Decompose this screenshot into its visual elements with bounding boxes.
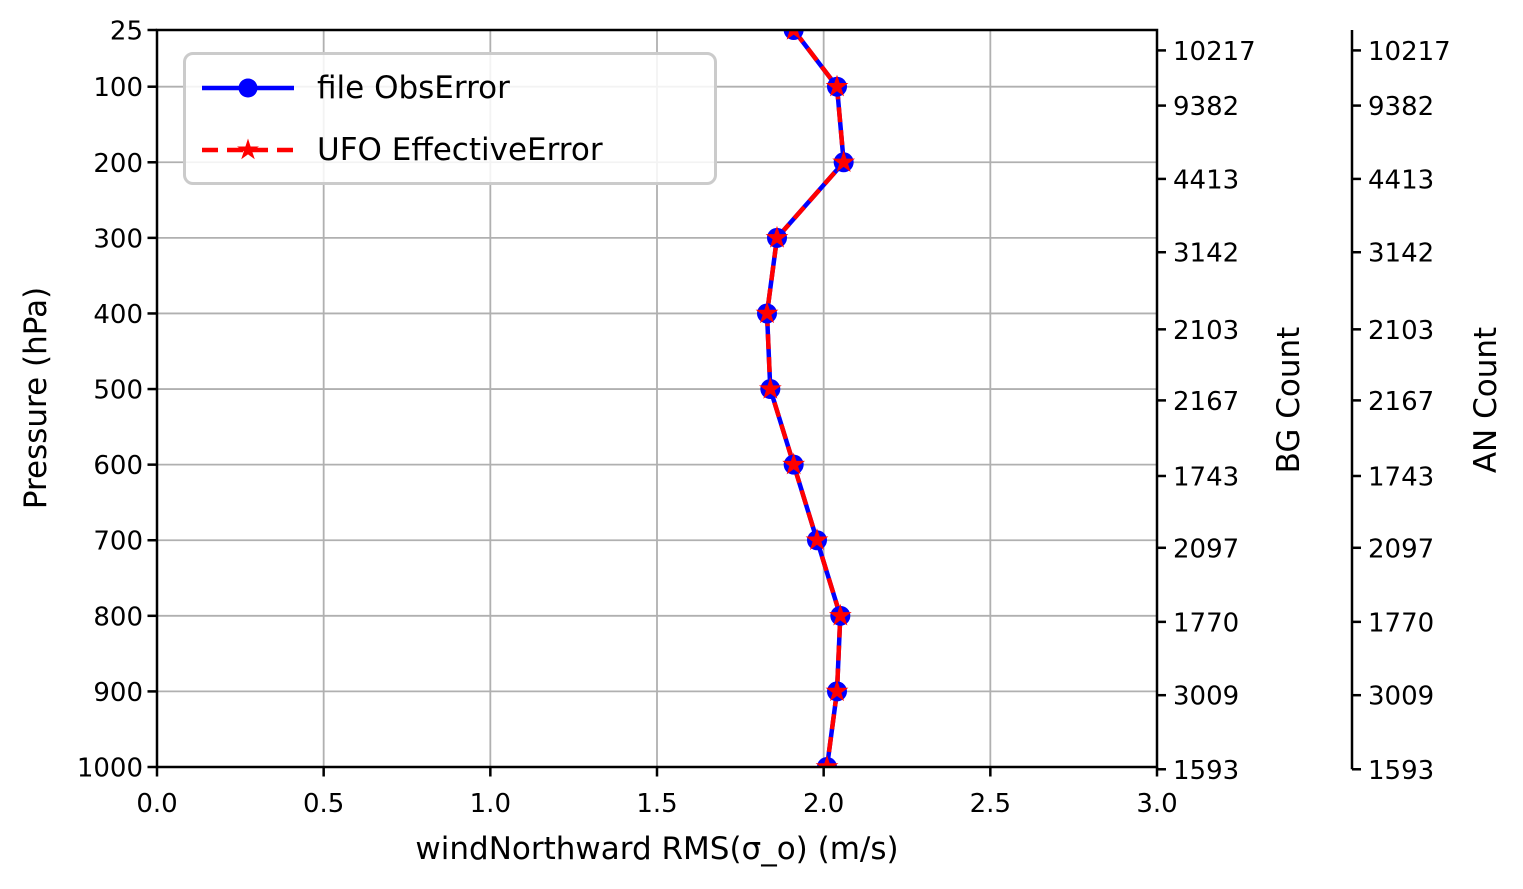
y-tick-label: 300 <box>93 224 143 254</box>
data-point-star <box>765 225 789 248</box>
bg-count-label: 2097 <box>1173 534 1239 564</box>
y-tick-label: 25 <box>110 17 143 47</box>
x-tick-label: 0.5 <box>303 789 344 819</box>
y-tick-label: 100 <box>93 73 143 103</box>
data-point-star <box>825 74 849 97</box>
an-count-label: 10217 <box>1368 37 1451 67</box>
legend-label-ufo-effectiveerror: UFO EffectiveError <box>317 131 603 168</box>
x-tick-label: 1.5 <box>636 789 677 819</box>
an-count-label: 2097 <box>1368 534 1434 564</box>
an-count-label: 2103 <box>1368 316 1434 346</box>
series-ufo-effectiveerror-line <box>764 30 846 767</box>
y-tick-label: 200 <box>93 149 143 179</box>
data-point-star <box>786 30 801 40</box>
bg-count-label: 10217 <box>1173 37 1256 67</box>
legend: file ObsError UFO EffectiveError <box>183 52 717 185</box>
bg-count-label: 1593 <box>1173 756 1239 786</box>
bg-count-label: 3142 <box>1173 239 1239 269</box>
an-count-label: 2167 <box>1368 387 1434 417</box>
data-point-star <box>755 301 779 324</box>
y-tick-label: 1000 <box>77 754 143 784</box>
bg-count-label: 1743 <box>1173 462 1239 492</box>
series-file-obserror-line <box>764 30 846 767</box>
x-axis-label: windNorthward RMS(σ_o) (m/s) <box>415 831 899 867</box>
data-point-star <box>815 755 839 767</box>
x-tick-label: 2.5 <box>970 789 1011 819</box>
tick-labels: 25 100 200 300 400 500 600 700 800 900 1000 0.0 0.5 1… <box>77 17 1451 820</box>
data-point-star <box>805 528 829 550</box>
bg-count-axis-label: BG Count <box>1271 326 1307 474</box>
bg-count-label: 3009 <box>1173 682 1239 712</box>
bg-count-label: 2103 <box>1173 316 1239 346</box>
data-point-star <box>825 679 849 702</box>
y-tick-label: 900 <box>93 678 143 708</box>
an-count-label: 4413 <box>1368 165 1434 195</box>
data-point-star <box>782 452 806 475</box>
bg-count-label: 4413 <box>1173 165 1239 195</box>
legend-handle-solid-circle <box>202 78 294 97</box>
y-tick-label: 800 <box>93 602 143 632</box>
legend-label-file-obserror: file ObsError <box>317 69 510 106</box>
bg-count-label: 1770 <box>1173 608 1239 638</box>
legend-handle-dashed-star <box>202 138 294 159</box>
x-tick-label: 2.0 <box>803 789 844 819</box>
an-count-label: 1770 <box>1368 608 1434 638</box>
x-tick-label: 3.0 <box>1136 789 1177 819</box>
series-lines <box>755 30 856 767</box>
an-count-axis-label: AN Count <box>1468 326 1504 474</box>
y-tick-label: 400 <box>93 300 143 330</box>
an-count-label: 3142 <box>1368 239 1434 269</box>
legend-item-ufo-effectiveerror: UFO EffectiveError <box>199 119 714 181</box>
bg-count-label: 2167 <box>1173 387 1239 417</box>
data-point-star <box>758 377 782 399</box>
an-count-label: 1593 <box>1368 756 1434 786</box>
tick-marks <box>147 28 1361 777</box>
x-tick-label: 1.0 <box>470 789 511 819</box>
legend-item-file-obserror: file ObsError <box>199 57 714 119</box>
an-count-label: 1743 <box>1368 462 1434 492</box>
data-point-star <box>832 150 856 172</box>
bg-count-label: 9382 <box>1173 92 1239 122</box>
y-tick-label: 700 <box>93 527 143 557</box>
an-count-label: 9382 <box>1368 92 1434 122</box>
an-count-label: 3009 <box>1368 682 1434 712</box>
data-point-star <box>828 603 852 626</box>
y-tick-label: 500 <box>93 376 143 406</box>
y-tick-label: 600 <box>93 451 143 481</box>
x-tick-label: 0.0 <box>136 789 177 819</box>
y-axis-label: Pressure (hPa) <box>18 286 54 510</box>
